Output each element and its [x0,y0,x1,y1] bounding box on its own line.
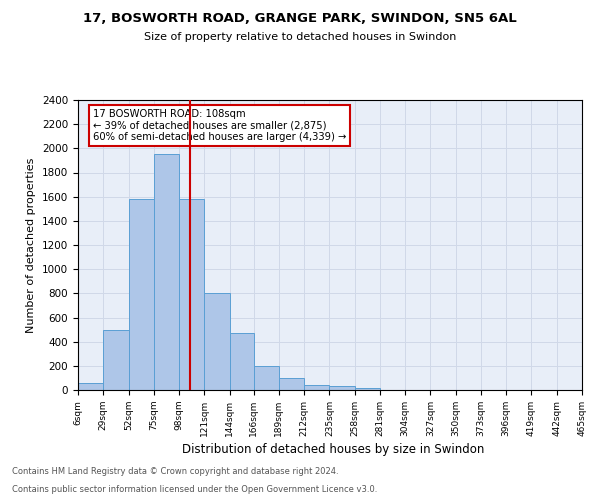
Bar [279,378,304,390]
Text: Size of property relative to detached houses in Swindon: Size of property relative to detached ho… [144,32,456,42]
Text: Contains HM Land Registry data © Crown copyright and database right 2024.: Contains HM Land Registry data © Crown c… [12,467,338,476]
Bar [128,199,154,390]
Text: 17, BOSWORTH ROAD, GRANGE PARK, SWINDON, SN5 6AL: 17, BOSWORTH ROAD, GRANGE PARK, SWINDON,… [83,12,517,26]
Bar [304,385,329,390]
Bar [204,294,230,390]
Bar [355,388,380,390]
Bar [154,154,179,390]
Text: Distribution of detached houses by size in Swindon: Distribution of detached houses by size … [182,442,484,456]
Text: Contains public sector information licensed under the Open Government Licence v3: Contains public sector information licen… [12,485,377,494]
Bar [329,386,355,390]
Bar [179,199,204,390]
Bar [103,330,128,390]
Text: 17 BOSWORTH ROAD: 108sqm
← 39% of detached houses are smaller (2,875)
60% of sem: 17 BOSWORTH ROAD: 108sqm ← 39% of detach… [93,108,346,142]
Bar [230,333,254,390]
Bar [78,383,103,390]
Y-axis label: Number of detached properties: Number of detached properties [26,158,37,332]
Bar [254,366,279,390]
